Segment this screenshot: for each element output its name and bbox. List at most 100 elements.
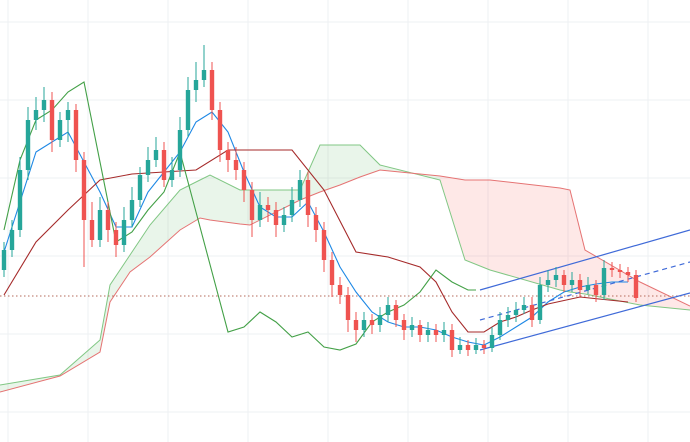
cloud-fill	[465, 180, 490, 270]
cloud-fill	[490, 180, 560, 290]
candle-body	[145, 160, 151, 175]
candle-body	[401, 320, 407, 330]
candle-body	[65, 110, 71, 120]
candle-body	[257, 205, 263, 220]
candle-body	[617, 270, 623, 272]
candle-body	[273, 210, 279, 225]
candle-body	[497, 320, 503, 335]
candle-body	[425, 330, 431, 335]
candle-body	[377, 315, 383, 325]
candle-body	[441, 330, 447, 335]
candle-body	[1, 250, 7, 270]
candle-body	[105, 210, 111, 230]
candle-body	[185, 90, 191, 130]
candle-body	[281, 215, 287, 225]
candle-body	[41, 100, 47, 110]
candle-body	[201, 70, 207, 80]
candle-body	[17, 170, 23, 230]
cloud-line	[0, 144, 690, 386]
candle-body	[601, 268, 607, 295]
candle-body	[265, 205, 271, 210]
candle-body	[433, 330, 439, 335]
cloud-fill	[150, 190, 180, 257]
candle-body	[329, 260, 335, 285]
candle-body	[481, 345, 487, 348]
candle-body	[289, 200, 295, 215]
candle-body	[537, 285, 543, 320]
candle-body	[241, 170, 247, 190]
channel-line	[479, 229, 690, 291]
candle-body	[137, 175, 143, 200]
cloud-fill	[180, 180, 200, 230]
candle-body	[361, 320, 367, 330]
candle-body	[465, 345, 471, 350]
candle-body	[513, 310, 519, 315]
candle-body	[569, 280, 575, 285]
candle-body	[193, 80, 199, 90]
candle-body	[609, 268, 615, 270]
cloud-fill	[210, 175, 240, 224]
candle-body	[345, 295, 351, 320]
candle-body	[369, 320, 375, 325]
candle-body	[153, 150, 159, 160]
candle-body	[233, 160, 239, 170]
candle-body	[393, 305, 399, 320]
candle-body	[449, 330, 455, 350]
candle-body	[313, 215, 319, 230]
cloud-fill	[585, 250, 640, 305]
cloud-fill	[110, 255, 130, 302]
candle-body	[473, 345, 479, 350]
candle-body	[113, 230, 119, 245]
cloud-fill	[340, 145, 360, 185]
candle-body	[177, 130, 183, 170]
candle-body	[409, 325, 415, 330]
candle-body	[593, 285, 599, 295]
cloud-fill	[570, 190, 585, 294]
candle-body	[25, 120, 31, 170]
candle-body	[249, 190, 255, 220]
cloud-fill	[200, 175, 210, 220]
candle-body	[169, 170, 175, 180]
candle-body	[625, 272, 631, 275]
candle-body	[89, 220, 95, 240]
candle-body	[577, 280, 583, 290]
candle-body	[297, 180, 303, 200]
indicator-line	[3, 81, 476, 351]
candle-body	[129, 200, 135, 220]
candle-body	[9, 230, 15, 250]
cloud-fill	[320, 145, 340, 192]
candle-body	[73, 110, 79, 160]
candle-body	[521, 305, 527, 310]
candle-body	[457, 345, 463, 350]
candle-body	[81, 160, 87, 220]
candle-body	[561, 275, 567, 285]
candle-body	[529, 305, 535, 320]
candle-body	[505, 315, 511, 320]
candle-body	[33, 110, 39, 120]
candle-body	[353, 320, 359, 330]
cloud-fill	[360, 145, 380, 177]
candle-body	[209, 70, 215, 110]
candle-body	[57, 120, 63, 140]
candle-body	[225, 150, 231, 160]
candle-body	[337, 285, 343, 295]
candle-body	[585, 285, 591, 290]
indicator-line	[3, 149, 629, 333]
candle-body	[321, 230, 327, 260]
candle-body	[553, 275, 559, 280]
candle-body	[633, 275, 639, 298]
candle-body	[545, 280, 551, 285]
cloud-fill	[100, 285, 110, 352]
candle-body	[305, 180, 311, 215]
candle-body	[489, 335, 495, 348]
candle-body	[161, 150, 167, 180]
candle-body	[417, 325, 423, 335]
candle-body	[385, 305, 391, 315]
cloud-fill	[240, 190, 250, 225]
channel-line	[479, 292, 690, 351]
cloud-fill	[250, 190, 300, 225]
candle-body	[121, 220, 127, 245]
candle-body	[217, 110, 223, 150]
candle-body	[49, 100, 55, 140]
